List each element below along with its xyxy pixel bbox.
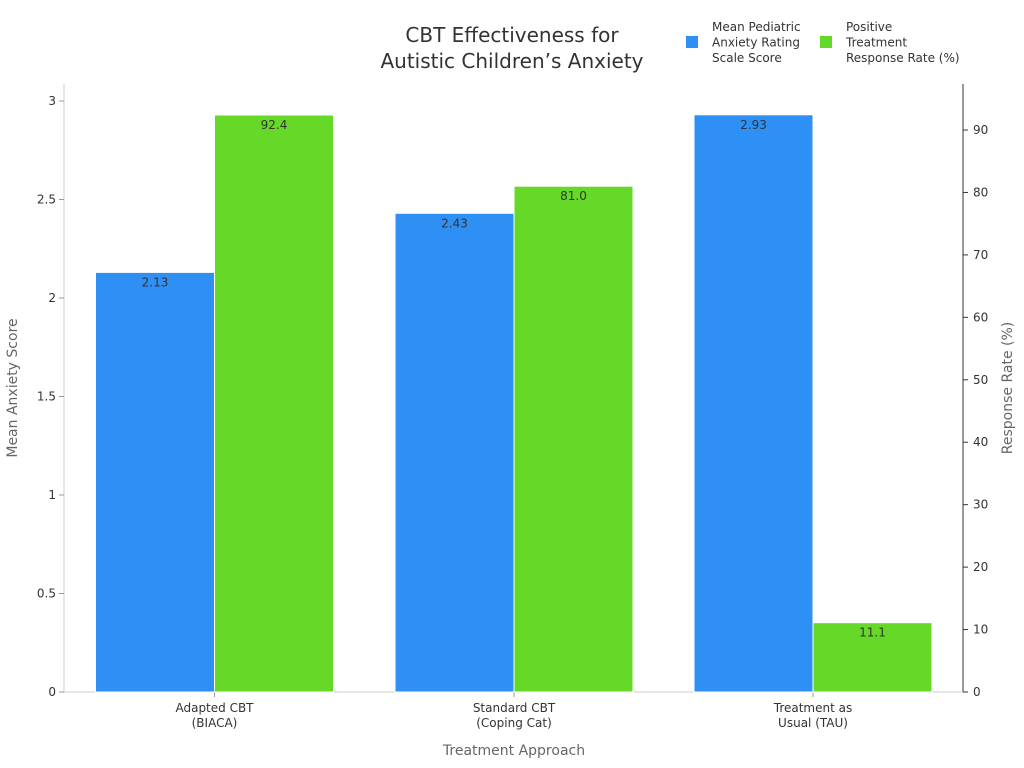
y-right-tick-label: 30	[973, 498, 988, 512]
x-tick-label: Treatment as	[773, 701, 852, 715]
bar-response-rate	[214, 114, 334, 693]
y-left-tick-label: 0	[48, 685, 56, 699]
y-right-tick-label: 0	[973, 685, 981, 699]
y-left-tick-label: 2.5	[37, 193, 56, 207]
bar-data-label: 2.43	[441, 216, 468, 230]
legend-label: Mean Pediatric	[712, 20, 801, 34]
legend-swatch	[820, 36, 832, 48]
bar-data-label: 81.0	[560, 189, 587, 203]
x-tick-label: Adapted CBT	[175, 701, 254, 715]
legend-label: Anxiety Rating	[712, 36, 800, 50]
legend-label: Treatment	[845, 36, 907, 50]
y-right-tick-label: 80	[973, 185, 988, 199]
y-right-tick-label: 60	[973, 310, 988, 324]
bar-data-label: 2.13	[142, 275, 169, 289]
chart-title-line: CBT Effectiveness for	[405, 23, 619, 47]
bar-data-label: 2.93	[740, 118, 767, 132]
bar-response-rate	[812, 622, 933, 693]
y-axis-left-label: Mean Anxiety Score	[5, 318, 21, 457]
legend-label: Positive	[846, 20, 892, 34]
bar-anxiety-score	[394, 212, 515, 693]
legend-label: Scale Score	[712, 51, 782, 65]
x-tick-label: Usual (TAU)	[778, 716, 848, 730]
y-right-tick-label: 40	[973, 435, 988, 449]
x-tick-label: (Coping Cat)	[476, 716, 552, 730]
y-left-tick-label: 2	[48, 291, 56, 305]
x-tick-label: Standard CBT	[473, 701, 556, 715]
legend-label: Response Rate (%)	[846, 51, 960, 65]
chart-title-line: Autistic Children’s Anxiety	[380, 49, 643, 73]
y-right-tick-label: 50	[973, 373, 988, 387]
bar-data-label: 11.1	[859, 626, 886, 640]
y-left-tick-label: 0.5	[37, 587, 56, 601]
bar-response-rate	[513, 185, 634, 693]
y-axis-right-label: Response Rate (%)	[1000, 322, 1016, 454]
y-left-tick-label: 3	[48, 94, 56, 108]
y-right-tick-label: 10	[973, 623, 988, 637]
y-left-tick-label: 1.5	[37, 390, 56, 404]
bar-anxiety-score	[95, 271, 215, 693]
x-axis-label: Treatment Approach	[442, 743, 585, 759]
x-tick-label: (BIACA)	[192, 716, 238, 730]
y-right-tick-label: 70	[973, 248, 988, 262]
y-left-tick-label: 1	[48, 488, 56, 502]
legend-swatch	[686, 36, 698, 48]
y-right-tick-label: 20	[973, 560, 988, 574]
bar-anxiety-score	[693, 114, 814, 693]
bar-data-label: 92.4	[261, 118, 288, 132]
y-right-tick-label: 90	[973, 123, 988, 137]
